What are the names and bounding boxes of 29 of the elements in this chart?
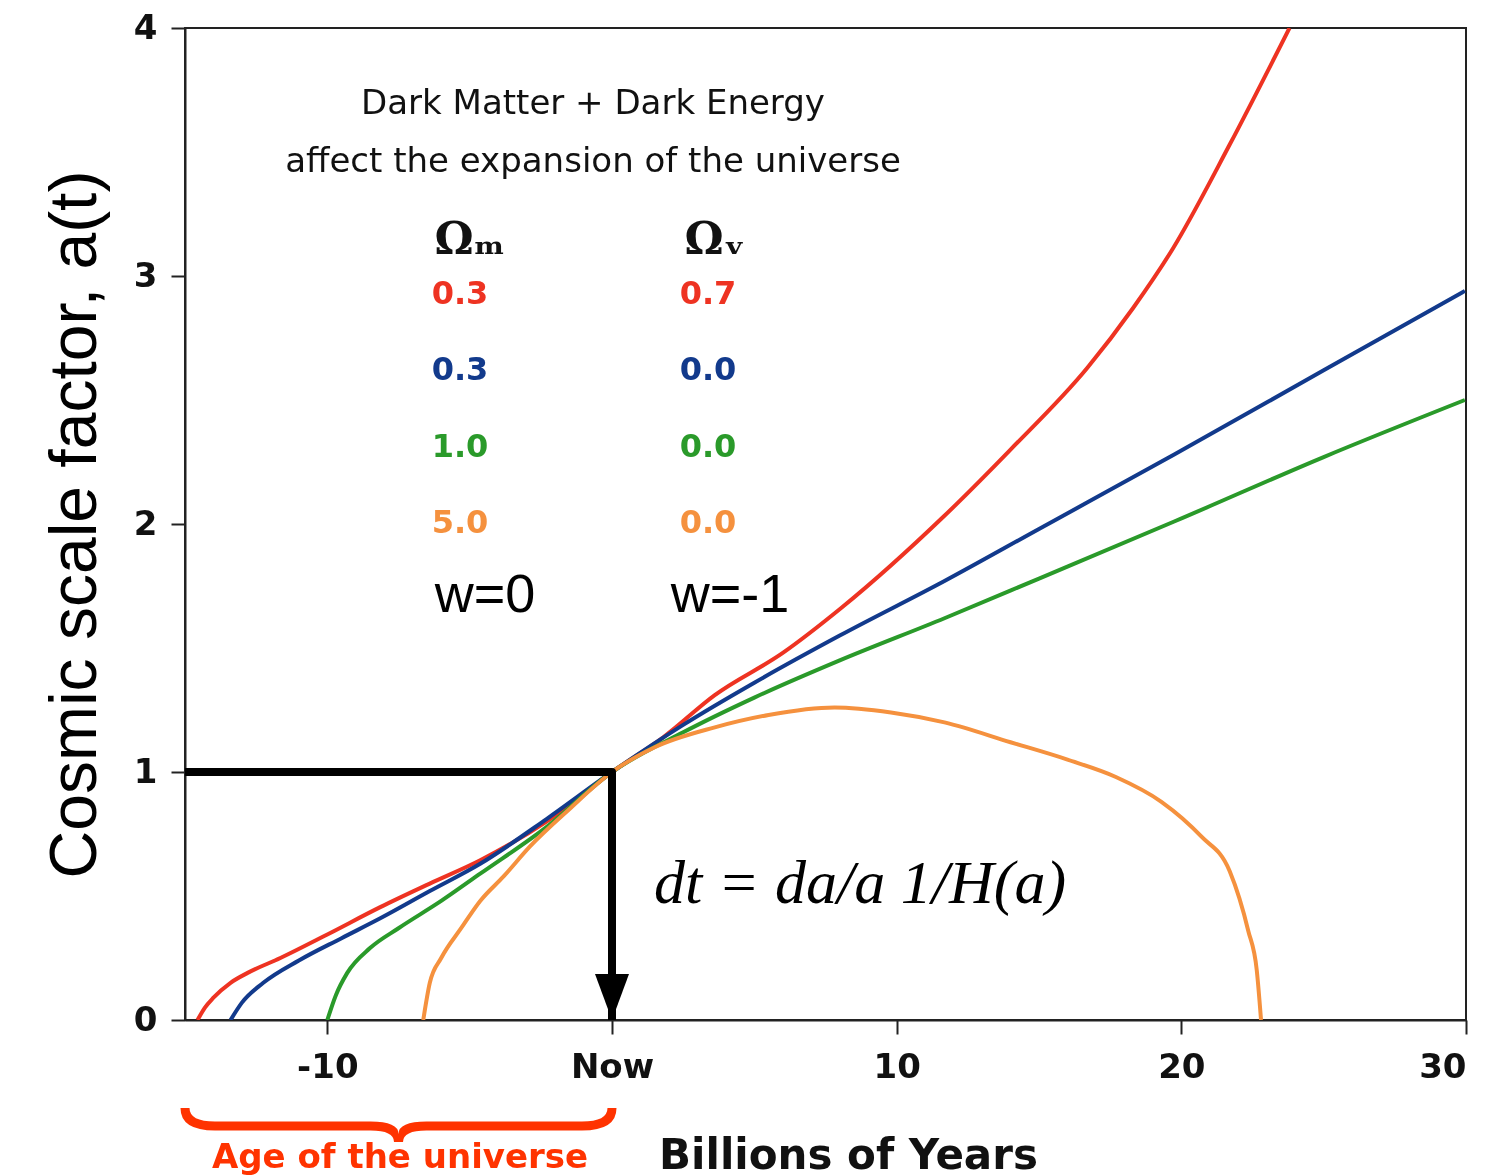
annotation: 0.7 — [679, 274, 737, 312]
annotation: 0.3 — [431, 274, 489, 312]
annotation: w=-1 — [669, 563, 790, 623]
text: Age of the universe — [211, 1136, 589, 1176]
x-tick-label: -10 — [297, 1045, 359, 1086]
annotation: Ωₘ — [434, 213, 506, 264]
x-tick-label: Now — [570, 1045, 655, 1086]
x-tick-label: 30 — [1419, 1045, 1467, 1086]
y-tick-label: 3 — [133, 254, 158, 295]
annotation: 0.3 — [431, 350, 489, 388]
y-axis-title: Cosmic scale factor, a(t) — [35, 170, 110, 879]
x-axis-title: Billions of Years — [659, 1129, 1038, 1176]
annotation: 0.0 — [679, 350, 737, 388]
y-tick-label: 1 — [133, 750, 158, 791]
y-tick-label: 2 — [133, 502, 158, 543]
line-series — [421, 705, 1264, 1020]
x-tick-label: 20 — [1158, 1045, 1206, 1086]
annotation: 0.0 — [679, 503, 737, 541]
annotation: Dark Matter + Dark Energy — [361, 82, 825, 122]
annotation: dt = da/a 1/H(a) — [653, 848, 1067, 917]
annotation: Ωᵥ — [684, 213, 746, 264]
x-tick-label: 10 — [873, 1045, 921, 1086]
annotation: 1.0 — [431, 427, 489, 465]
annotation: w=0 — [433, 563, 536, 623]
annotation: affect the expansion of the universe — [285, 140, 901, 180]
y-tick-label: 4 — [133, 6, 158, 47]
y-tick-label: 0 — [133, 998, 158, 1039]
annotation: 0.0 — [679, 427, 737, 465]
annotation: 5.0 — [431, 503, 489, 541]
